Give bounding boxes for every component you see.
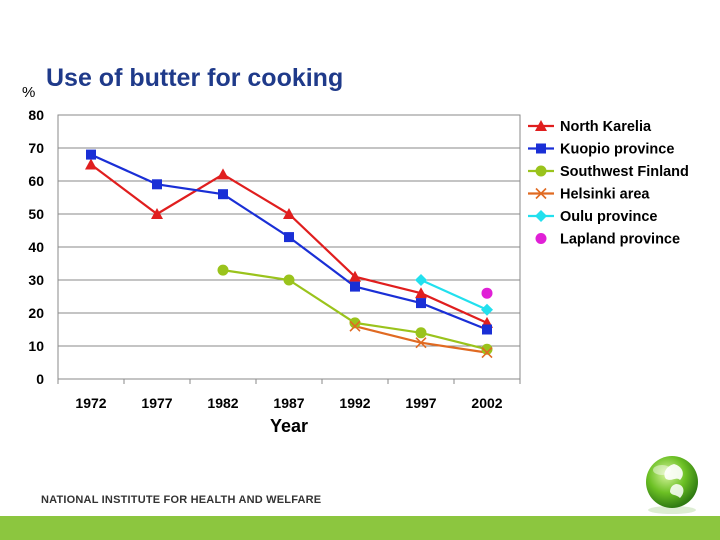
data-point [152,179,162,190]
x-tick-label: 1982 [207,395,238,411]
x-tick-label: 1972 [75,395,106,411]
legend-label: Southwest Finland [560,164,689,180]
legend-label: Kuopio province [560,142,674,158]
legend-marker [535,210,547,222]
data-point [482,324,492,335]
data-point [481,343,493,355]
data-point [86,149,96,160]
data-point [284,232,294,243]
y-tick-label: 0 [36,371,44,387]
globe-logo-icon [646,456,698,514]
data-point [415,274,427,286]
data-point [283,274,295,286]
y-tick-label: 80 [28,107,44,123]
plot-area-border [57,114,521,380]
data-point [218,189,228,200]
series-line [420,278,488,311]
data-point [217,168,229,180]
legend-marker [535,187,547,200]
data-point [481,303,493,316]
footer-institute-name: NATIONAL INSTITUTE FOR HEALTH AND WELFAR… [41,494,322,506]
legend-marker [535,165,547,177]
x-tick-label: 1997 [405,395,436,411]
data-point [217,264,229,276]
y-axis-unit: % [22,84,36,101]
y-tick-label: 70 [28,140,44,156]
x-tick-label: 1987 [273,395,304,411]
y-tick-label: 40 [28,239,44,255]
legend-marker [535,233,547,244]
legend-marker [536,143,546,154]
data-point [151,208,163,219]
slide-title: Use of butter for cooking [46,64,344,92]
data-point [481,287,493,299]
x-tick-label: 1977 [141,395,172,411]
data-point [481,347,493,359]
data-point [415,337,427,349]
data-point [350,281,360,292]
footer-bar [0,516,720,540]
x-tick-label: 1992 [339,395,370,411]
x-tick-label: 2002 [471,395,502,411]
legend-label: Oulu province [560,209,658,225]
data-point [416,298,426,309]
legend-label: North Karelia [560,119,652,135]
data-point [415,287,427,299]
y-tick-label: 50 [28,206,44,222]
data-point [349,320,361,332]
data-point [349,270,361,282]
y-tick-label: 30 [28,272,44,288]
legend-label: Lapland province [560,232,680,248]
data-point [415,327,427,339]
y-tick-label: 10 [28,338,44,354]
data-point [283,208,295,219]
y-tick-label: 60 [28,173,44,189]
series-line [90,163,488,324]
y-tick-label: 20 [28,305,44,321]
data-point [349,317,361,329]
x-axis-label: Year [270,416,308,436]
legend-marker [535,120,547,131]
line-chart: 0 10 20 30 40 50 60 70 80 1972 1977 1982 1987 1992 199… [28,107,689,436]
data-point [85,158,97,170]
legend-label: Helsinki area [560,187,650,203]
